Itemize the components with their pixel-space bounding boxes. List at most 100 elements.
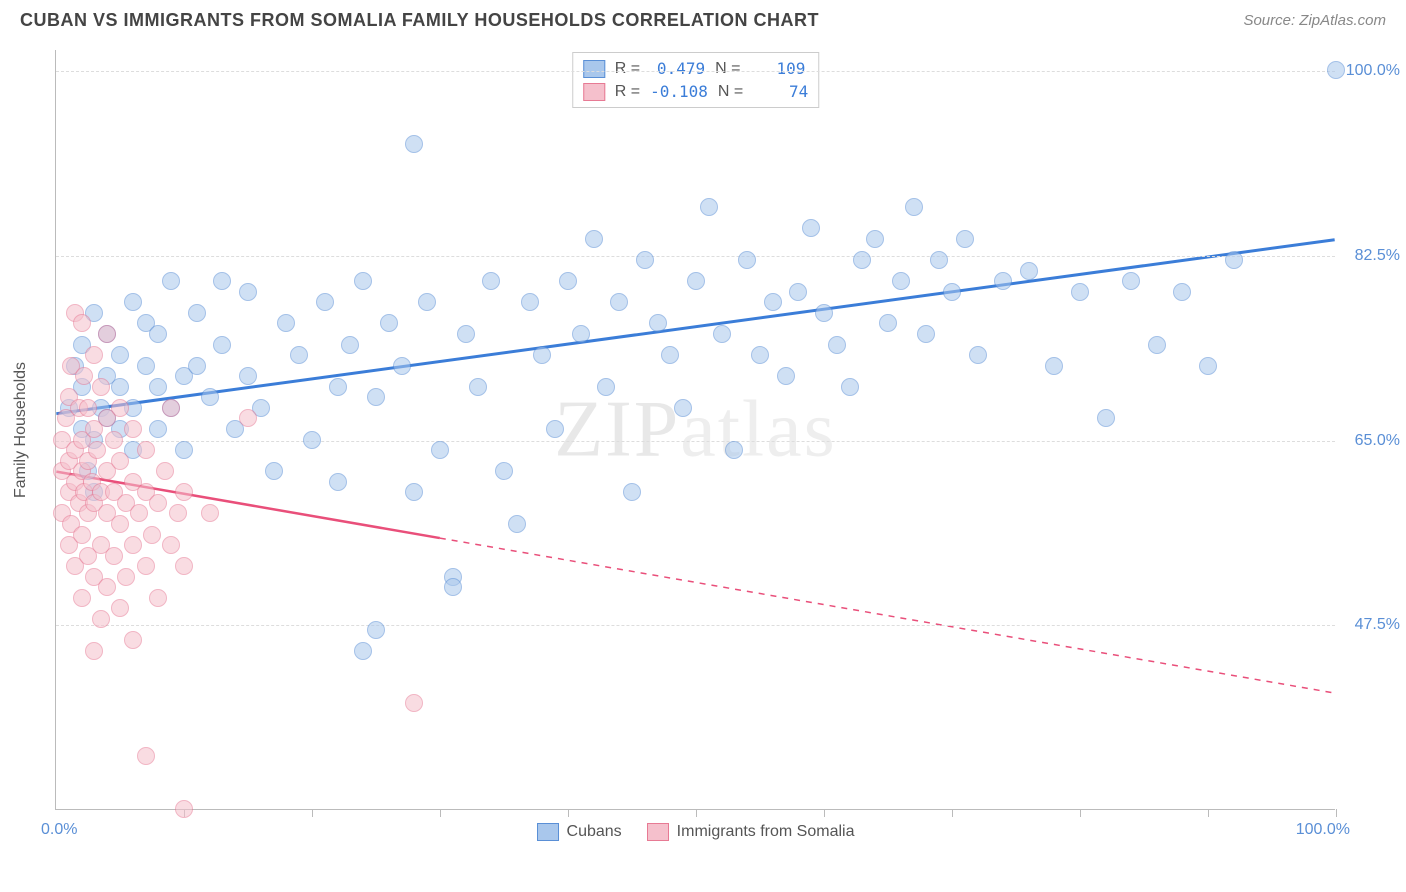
x-tick — [312, 809, 313, 817]
stat-r-label: R = — [615, 60, 640, 78]
data-point — [469, 378, 487, 396]
data-point — [92, 610, 110, 628]
gridline — [56, 441, 1335, 442]
data-point — [1045, 357, 1063, 375]
y-tick-label: 65.0% — [1340, 432, 1400, 450]
data-point — [73, 589, 91, 607]
stat-r-value: 0.479 — [650, 59, 705, 78]
legend-swatch — [583, 60, 605, 78]
data-point — [687, 272, 705, 290]
data-point — [137, 557, 155, 575]
data-point — [201, 388, 219, 406]
data-point — [521, 293, 539, 311]
stat-r-label: R = — [615, 83, 640, 101]
data-point — [354, 642, 372, 660]
data-point — [917, 325, 935, 343]
data-point — [1122, 272, 1140, 290]
data-point — [85, 642, 103, 660]
data-point — [188, 357, 206, 375]
data-point — [610, 293, 628, 311]
data-point — [444, 578, 462, 596]
data-point — [405, 483, 423, 501]
stat-n-label: N = — [715, 60, 740, 78]
y-tick-label: 47.5% — [1340, 616, 1400, 634]
data-point — [367, 621, 385, 639]
data-point — [175, 483, 193, 501]
data-point — [149, 420, 167, 438]
stat-r-value: -0.108 — [650, 82, 708, 101]
data-point — [239, 409, 257, 427]
data-point — [1173, 283, 1191, 301]
data-point — [1225, 251, 1243, 269]
x-tick — [440, 809, 441, 817]
data-point — [418, 293, 436, 311]
data-point — [649, 314, 667, 332]
data-point — [162, 399, 180, 417]
x-tick — [1336, 809, 1337, 817]
data-point — [994, 272, 1012, 290]
data-point — [149, 378, 167, 396]
data-point — [137, 747, 155, 765]
data-point — [239, 283, 257, 301]
data-point — [725, 441, 743, 459]
data-point — [866, 230, 884, 248]
data-point — [482, 272, 500, 290]
x-axis-max-label: 100.0% — [1296, 821, 1350, 839]
data-point — [585, 230, 603, 248]
stat-legend-row: R =-0.108N =74 — [583, 80, 808, 103]
data-point — [316, 293, 334, 311]
data-point — [789, 283, 807, 301]
data-point — [124, 536, 142, 554]
data-point — [213, 336, 231, 354]
data-point — [751, 346, 769, 364]
x-tick — [1080, 809, 1081, 817]
data-point — [111, 378, 129, 396]
y-tick-label: 82.5% — [1340, 247, 1400, 265]
watermark-text: ZIPatlas — [554, 384, 837, 475]
data-point — [380, 314, 398, 332]
data-point — [597, 378, 615, 396]
legend-item: Immigrants from Somalia — [647, 823, 855, 841]
stat-n-value: 109 — [750, 59, 805, 78]
stat-n-label: N = — [718, 83, 743, 101]
data-point — [303, 431, 321, 449]
data-point — [85, 346, 103, 364]
data-point — [162, 536, 180, 554]
data-point — [533, 346, 551, 364]
chart-title: CUBAN VS IMMIGRANTS FROM SOMALIA FAMILY … — [20, 10, 819, 31]
data-point — [956, 230, 974, 248]
data-point — [124, 420, 142, 438]
data-point — [354, 272, 372, 290]
data-point — [239, 367, 257, 385]
stat-legend-row: R = 0.479 N = 109 — [583, 57, 808, 80]
data-point — [969, 346, 987, 364]
data-point — [1097, 409, 1115, 427]
data-point — [764, 293, 782, 311]
data-point — [1071, 283, 1089, 301]
data-point — [143, 526, 161, 544]
data-point — [111, 346, 129, 364]
data-point — [75, 367, 93, 385]
data-point — [1148, 336, 1166, 354]
data-point — [457, 325, 475, 343]
gridline — [56, 256, 1335, 257]
data-point — [713, 325, 731, 343]
data-point — [636, 251, 654, 269]
stats-legend: R =0.479N =109R =-0.108N =74 — [572, 52, 819, 108]
data-point — [98, 578, 116, 596]
data-point — [213, 272, 231, 290]
trend-line-extrapolated — [440, 538, 1335, 693]
x-tick — [952, 809, 953, 817]
data-point — [175, 557, 193, 575]
legend-swatch — [647, 823, 669, 841]
source-attribution: Source: ZipAtlas.com — [1243, 12, 1386, 29]
x-tick — [696, 809, 697, 817]
data-point — [329, 473, 347, 491]
data-point — [156, 462, 174, 480]
data-point — [661, 346, 679, 364]
data-point — [559, 272, 577, 290]
data-point — [341, 336, 359, 354]
data-point — [623, 483, 641, 501]
x-axis-min-label: 0.0% — [41, 821, 77, 839]
trend-line — [56, 240, 1334, 414]
